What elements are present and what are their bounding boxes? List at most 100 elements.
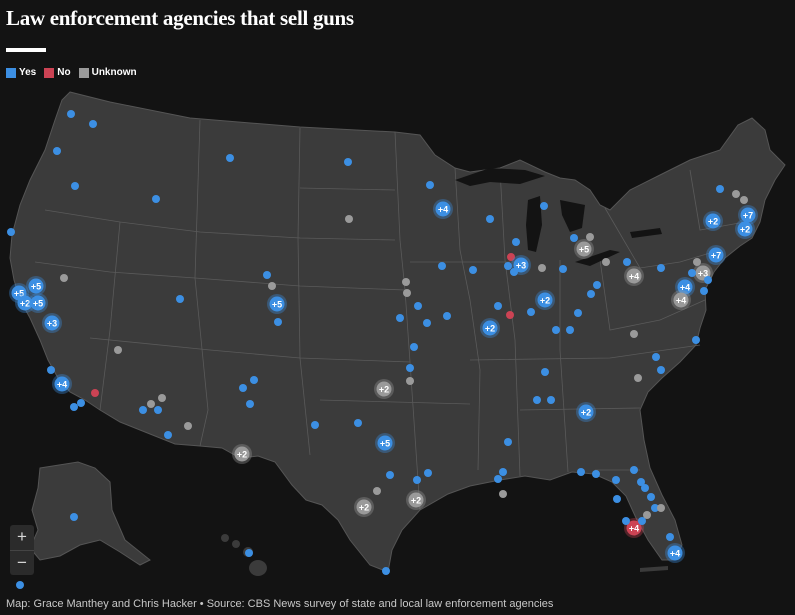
marker-unknown[interactable]: [60, 274, 68, 282]
marker-yes-cluster[interactable]: +5: [26, 276, 46, 296]
marker-yes[interactable]: [152, 195, 160, 203]
marker-yes[interactable]: [657, 366, 665, 374]
marker-yes[interactable]: [504, 438, 512, 446]
marker-yes[interactable]: [7, 228, 15, 236]
marker-unknown[interactable]: [158, 394, 166, 402]
marker-unknown[interactable]: [634, 374, 642, 382]
marker-yes[interactable]: [630, 466, 638, 474]
marker-yes[interactable]: [274, 318, 282, 326]
marker-yes[interactable]: [486, 215, 494, 223]
marker-yes[interactable]: [250, 376, 258, 384]
marker-unknown[interactable]: [499, 490, 507, 498]
marker-yes[interactable]: [622, 517, 630, 525]
marker-yes-cluster[interactable]: +5: [28, 293, 48, 313]
marker-yes[interactable]: [154, 406, 162, 414]
marker-yes[interactable]: [547, 396, 555, 404]
marker-yes[interactable]: [426, 181, 434, 189]
marker-yes[interactable]: [612, 476, 620, 484]
marker-yes[interactable]: [70, 403, 78, 411]
marker-unknown[interactable]: [602, 258, 610, 266]
marker-unknown[interactable]: [373, 487, 381, 495]
marker-unknown[interactable]: [657, 504, 665, 512]
marker-yes[interactable]: [657, 264, 665, 272]
marker-yes[interactable]: [414, 302, 422, 310]
marker-yes-cluster[interactable]: +7: [738, 205, 758, 225]
marker-yes[interactable]: [77, 399, 85, 407]
marker-yes-cluster[interactable]: +5: [267, 294, 287, 314]
marker-yes[interactable]: [510, 268, 518, 276]
marker-unknown-cluster[interactable]: +2: [232, 444, 252, 464]
marker-yes[interactable]: [647, 493, 655, 501]
marker-no[interactable]: [507, 253, 515, 261]
marker-yes[interactable]: [311, 421, 319, 429]
zoom-out-button[interactable]: −: [10, 549, 34, 576]
marker-unknown[interactable]: [114, 346, 122, 354]
marker-unknown[interactable]: [345, 215, 353, 223]
marker-yes[interactable]: [592, 470, 600, 478]
marker-yes[interactable]: [613, 495, 621, 503]
marker-no[interactable]: [506, 311, 514, 319]
marker-yes-cluster[interactable]: +4: [675, 277, 695, 297]
marker-yes[interactable]: [263, 271, 271, 279]
marker-yes[interactable]: [512, 238, 520, 246]
marker-yes[interactable]: [354, 419, 362, 427]
marker-yes-cluster[interactable]: +5: [375, 433, 395, 453]
marker-unknown-cluster[interactable]: +2: [374, 379, 394, 399]
marker-yes[interactable]: [246, 400, 254, 408]
marker-unknown[interactable]: [630, 330, 638, 338]
marker-yes[interactable]: [424, 469, 432, 477]
marker-unknown[interactable]: [403, 289, 411, 297]
marker-yes-cluster[interactable]: +2: [535, 290, 555, 310]
marker-yes-cluster[interactable]: +4: [52, 374, 72, 394]
marker-yes[interactable]: [577, 468, 585, 476]
marker-yes[interactable]: [70, 513, 78, 521]
marker-unknown[interactable]: [693, 258, 701, 266]
marker-yes[interactable]: [443, 312, 451, 320]
marker-yes[interactable]: [566, 326, 574, 334]
marker-yes[interactable]: [504, 262, 512, 270]
marker-yes[interactable]: [176, 295, 184, 303]
marker-unknown[interactable]: [406, 377, 414, 385]
marker-yes[interactable]: [652, 353, 660, 361]
marker-yes[interactable]: [637, 478, 645, 486]
marker-yes[interactable]: [641, 484, 649, 492]
map-markers[interactable]: +5+5+2 +5+3+4+5+2+5+2+4+3+2+2+5+4+4+4+3+7…: [7, 110, 758, 589]
marker-yes-cluster[interactable]: +2: [703, 211, 723, 231]
marker-yes-cluster[interactable]: +4: [433, 199, 453, 219]
marker-yes[interactable]: [704, 276, 712, 284]
marker-yes[interactable]: [396, 314, 404, 322]
marker-yes[interactable]: [533, 396, 541, 404]
marker-yes[interactable]: [527, 308, 535, 316]
legend-item-unknown[interactable]: Unknown: [78, 67, 137, 78]
marker-unknown[interactable]: [586, 233, 594, 241]
marker-unknown-cluster[interactable]: +4: [624, 266, 644, 286]
marker-yes-cluster[interactable]: +2: [480, 318, 500, 338]
marker-yes[interactable]: [413, 476, 421, 484]
marker-yes[interactable]: [700, 287, 708, 295]
marker-yes[interactable]: [692, 336, 700, 344]
marker-yes[interactable]: [410, 343, 418, 351]
marker-yes[interactable]: [716, 185, 724, 193]
marker-unknown-cluster[interactable]: +4: [671, 290, 691, 310]
legend-item-yes[interactable]: Yes: [6, 67, 36, 78]
legend-item-no[interactable]: No: [44, 67, 71, 78]
marker-yes[interactable]: [552, 326, 560, 334]
marker-unknown[interactable]: [147, 400, 155, 408]
marker-yes[interactable]: [71, 182, 79, 190]
marker-unknown[interactable]: [268, 282, 276, 290]
marker-yes-cluster[interactable]: +4: [665, 543, 685, 563]
marker-yes[interactable]: [239, 384, 247, 392]
marker-yes[interactable]: [53, 147, 61, 155]
marker-unknown-cluster[interactable]: +2: [406, 490, 426, 510]
marker-yes[interactable]: [623, 258, 631, 266]
marker-yes[interactable]: [570, 234, 578, 242]
marker-yes[interactable]: [494, 302, 502, 310]
marker-yes[interactable]: [245, 549, 253, 557]
marker-yes[interactable]: [67, 110, 75, 118]
marker-no[interactable]: [91, 389, 99, 397]
marker-yes[interactable]: [688, 269, 696, 277]
marker-unknown-cluster[interactable]: +5: [574, 239, 594, 259]
marker-unknown[interactable]: [184, 422, 192, 430]
marker-yes[interactable]: [386, 471, 394, 479]
